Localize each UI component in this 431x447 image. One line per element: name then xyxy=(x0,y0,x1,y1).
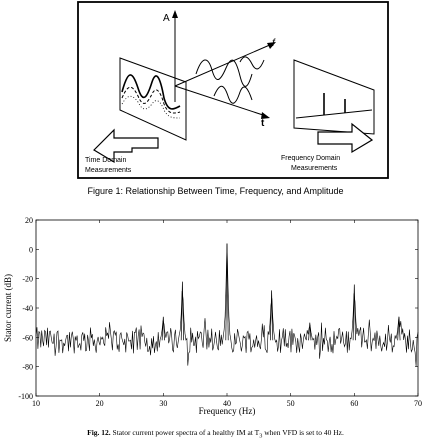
waveform-far-icon xyxy=(239,56,265,70)
x-tick-label: 60 xyxy=(350,399,358,408)
waveform-front-icon xyxy=(195,59,253,87)
time-signal-dashed-icon xyxy=(121,86,181,114)
frequency-domain-label-line2: Measurements xyxy=(291,165,338,172)
time-domain-label-line1: Time Domain xyxy=(85,157,126,164)
right-hollow-arrow-icon xyxy=(317,122,374,154)
spectrum-peak xyxy=(225,243,229,341)
time-domain-label-line2: Measurements xyxy=(85,167,132,174)
spectrum-baseline xyxy=(295,109,373,119)
y-tick-label: -40 xyxy=(22,304,33,313)
figure2-caption-text: Stator current power spectra of a health… xyxy=(112,428,260,437)
spectrum-peak xyxy=(352,284,356,341)
x-tick-label: 70 xyxy=(414,399,422,408)
x-tick-label: 10 xyxy=(32,399,40,408)
frequency-domain-plane xyxy=(293,59,375,135)
figure2-caption: Fig. 12. Stator current power spectra of… xyxy=(0,428,431,440)
y-tick-label: -20 xyxy=(22,275,33,284)
figure1-caption: Figure 1: Relationship Between Time, Fre… xyxy=(87,186,344,196)
y-axis-ticks: -100 -80 -60 -40 -20 0 20 xyxy=(18,216,418,401)
spectrum-peak xyxy=(180,281,184,341)
time-signal-solid-icon xyxy=(121,74,181,110)
figure1-diagram: A f t Time Domain Measurements Frequency… xyxy=(77,1,389,179)
left-hollow-arrow-icon xyxy=(93,128,159,164)
y-tick-label: -100 xyxy=(18,392,33,401)
x-tick-label: 30 xyxy=(159,399,167,408)
figure2-caption-tail: when VFD is set to 40 Hz. xyxy=(262,428,344,437)
figure2-caption-subscript: 3 xyxy=(259,432,263,440)
x-axis-label: Frequency (Hz) xyxy=(199,406,256,416)
figure2-spectrum-chart: -100 -80 -60 -40 -20 0 20 10 20 30 40 50 60 70 Frequ… xyxy=(3,216,422,416)
frequency-domain-label-line1: Frequency Domain xyxy=(281,155,340,162)
time-axis-label: t xyxy=(261,118,265,129)
figure1-frame xyxy=(77,1,389,179)
time-axis xyxy=(174,85,267,117)
y-tick-label: -60 xyxy=(22,333,33,342)
x-tick-label: 50 xyxy=(287,399,295,408)
amplitude-arrow-icon xyxy=(172,10,178,18)
spectrum-peak xyxy=(270,290,274,341)
frequency-axis-label: f xyxy=(272,38,276,49)
waveform-back-icon xyxy=(213,85,253,104)
frequency-axis xyxy=(174,43,273,87)
figure2-caption-label: Fig. 12. xyxy=(87,428,111,437)
x-tick-label: 20 xyxy=(96,399,104,408)
y-tick-label: 0 xyxy=(29,245,33,254)
time-arrow-icon xyxy=(261,112,270,119)
frequency-arrow-icon xyxy=(267,42,276,49)
amplitude-axis-label: A xyxy=(163,13,170,24)
spectrum-peak xyxy=(161,316,165,341)
spectrum-peak xyxy=(397,316,401,341)
x-tick-label: 40 xyxy=(223,399,231,408)
y-tick-label: 20 xyxy=(25,216,33,225)
spectrum-peaks xyxy=(161,243,401,341)
y-axis-label: Stator current (dB) xyxy=(3,274,13,342)
time-domain-plane xyxy=(119,57,187,141)
y-tick-label: -80 xyxy=(22,363,33,372)
spectrum-peak xyxy=(308,322,312,341)
x-axis-ticks: 10 20 30 40 50 60 70 xyxy=(32,220,422,408)
